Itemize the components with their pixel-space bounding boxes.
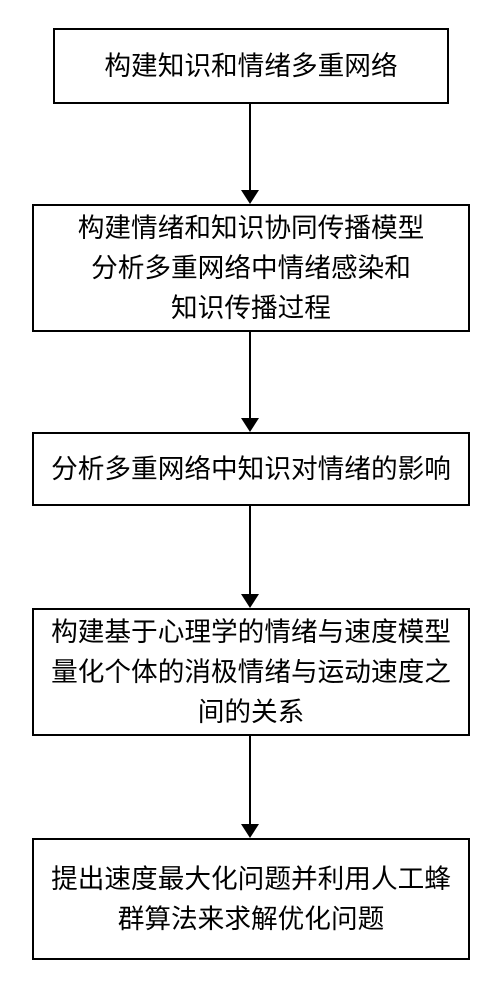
flow-node-4-label: 构建基于心理学的情绪与速度模型量化个体的消极情绪与运动速度之间的关系 [51,612,451,732]
flow-arrow-1 [0,104,501,204]
flow-arrow-2 [0,332,501,432]
flow-arrow-4 [0,736,501,838]
flow-node-2-label: 构建情绪和知识协同传播模型分析多重网络中情绪感染和知识传播过程 [78,208,425,328]
flow-node-1-label: 构建知识和情绪多重网络 [104,46,397,86]
flow-node-1: 构建知识和情绪多重网络 [53,28,449,104]
flowchart-canvas: 构建知识和情绪多重网络 构建情绪和知识协同传播模型分析多重网络中情绪感染和知识传… [0,0,501,1000]
flow-node-3-label: 分析多重网络中知识对情绪的影响 [51,449,451,489]
flow-node-3: 分析多重网络中知识对情绪的影响 [32,432,470,506]
flow-node-5-label: 提出速度最大化问题并利用人工蜂群算法来求解优化问题 [51,859,451,939]
flow-arrow-3 [0,506,501,608]
flow-node-2: 构建情绪和知识协同传播模型分析多重网络中情绪感染和知识传播过程 [32,204,470,332]
flow-node-4: 构建基于心理学的情绪与速度模型量化个体的消极情绪与运动速度之间的关系 [32,608,470,736]
flow-node-5: 提出速度最大化问题并利用人工蜂群算法来求解优化问题 [32,838,470,960]
